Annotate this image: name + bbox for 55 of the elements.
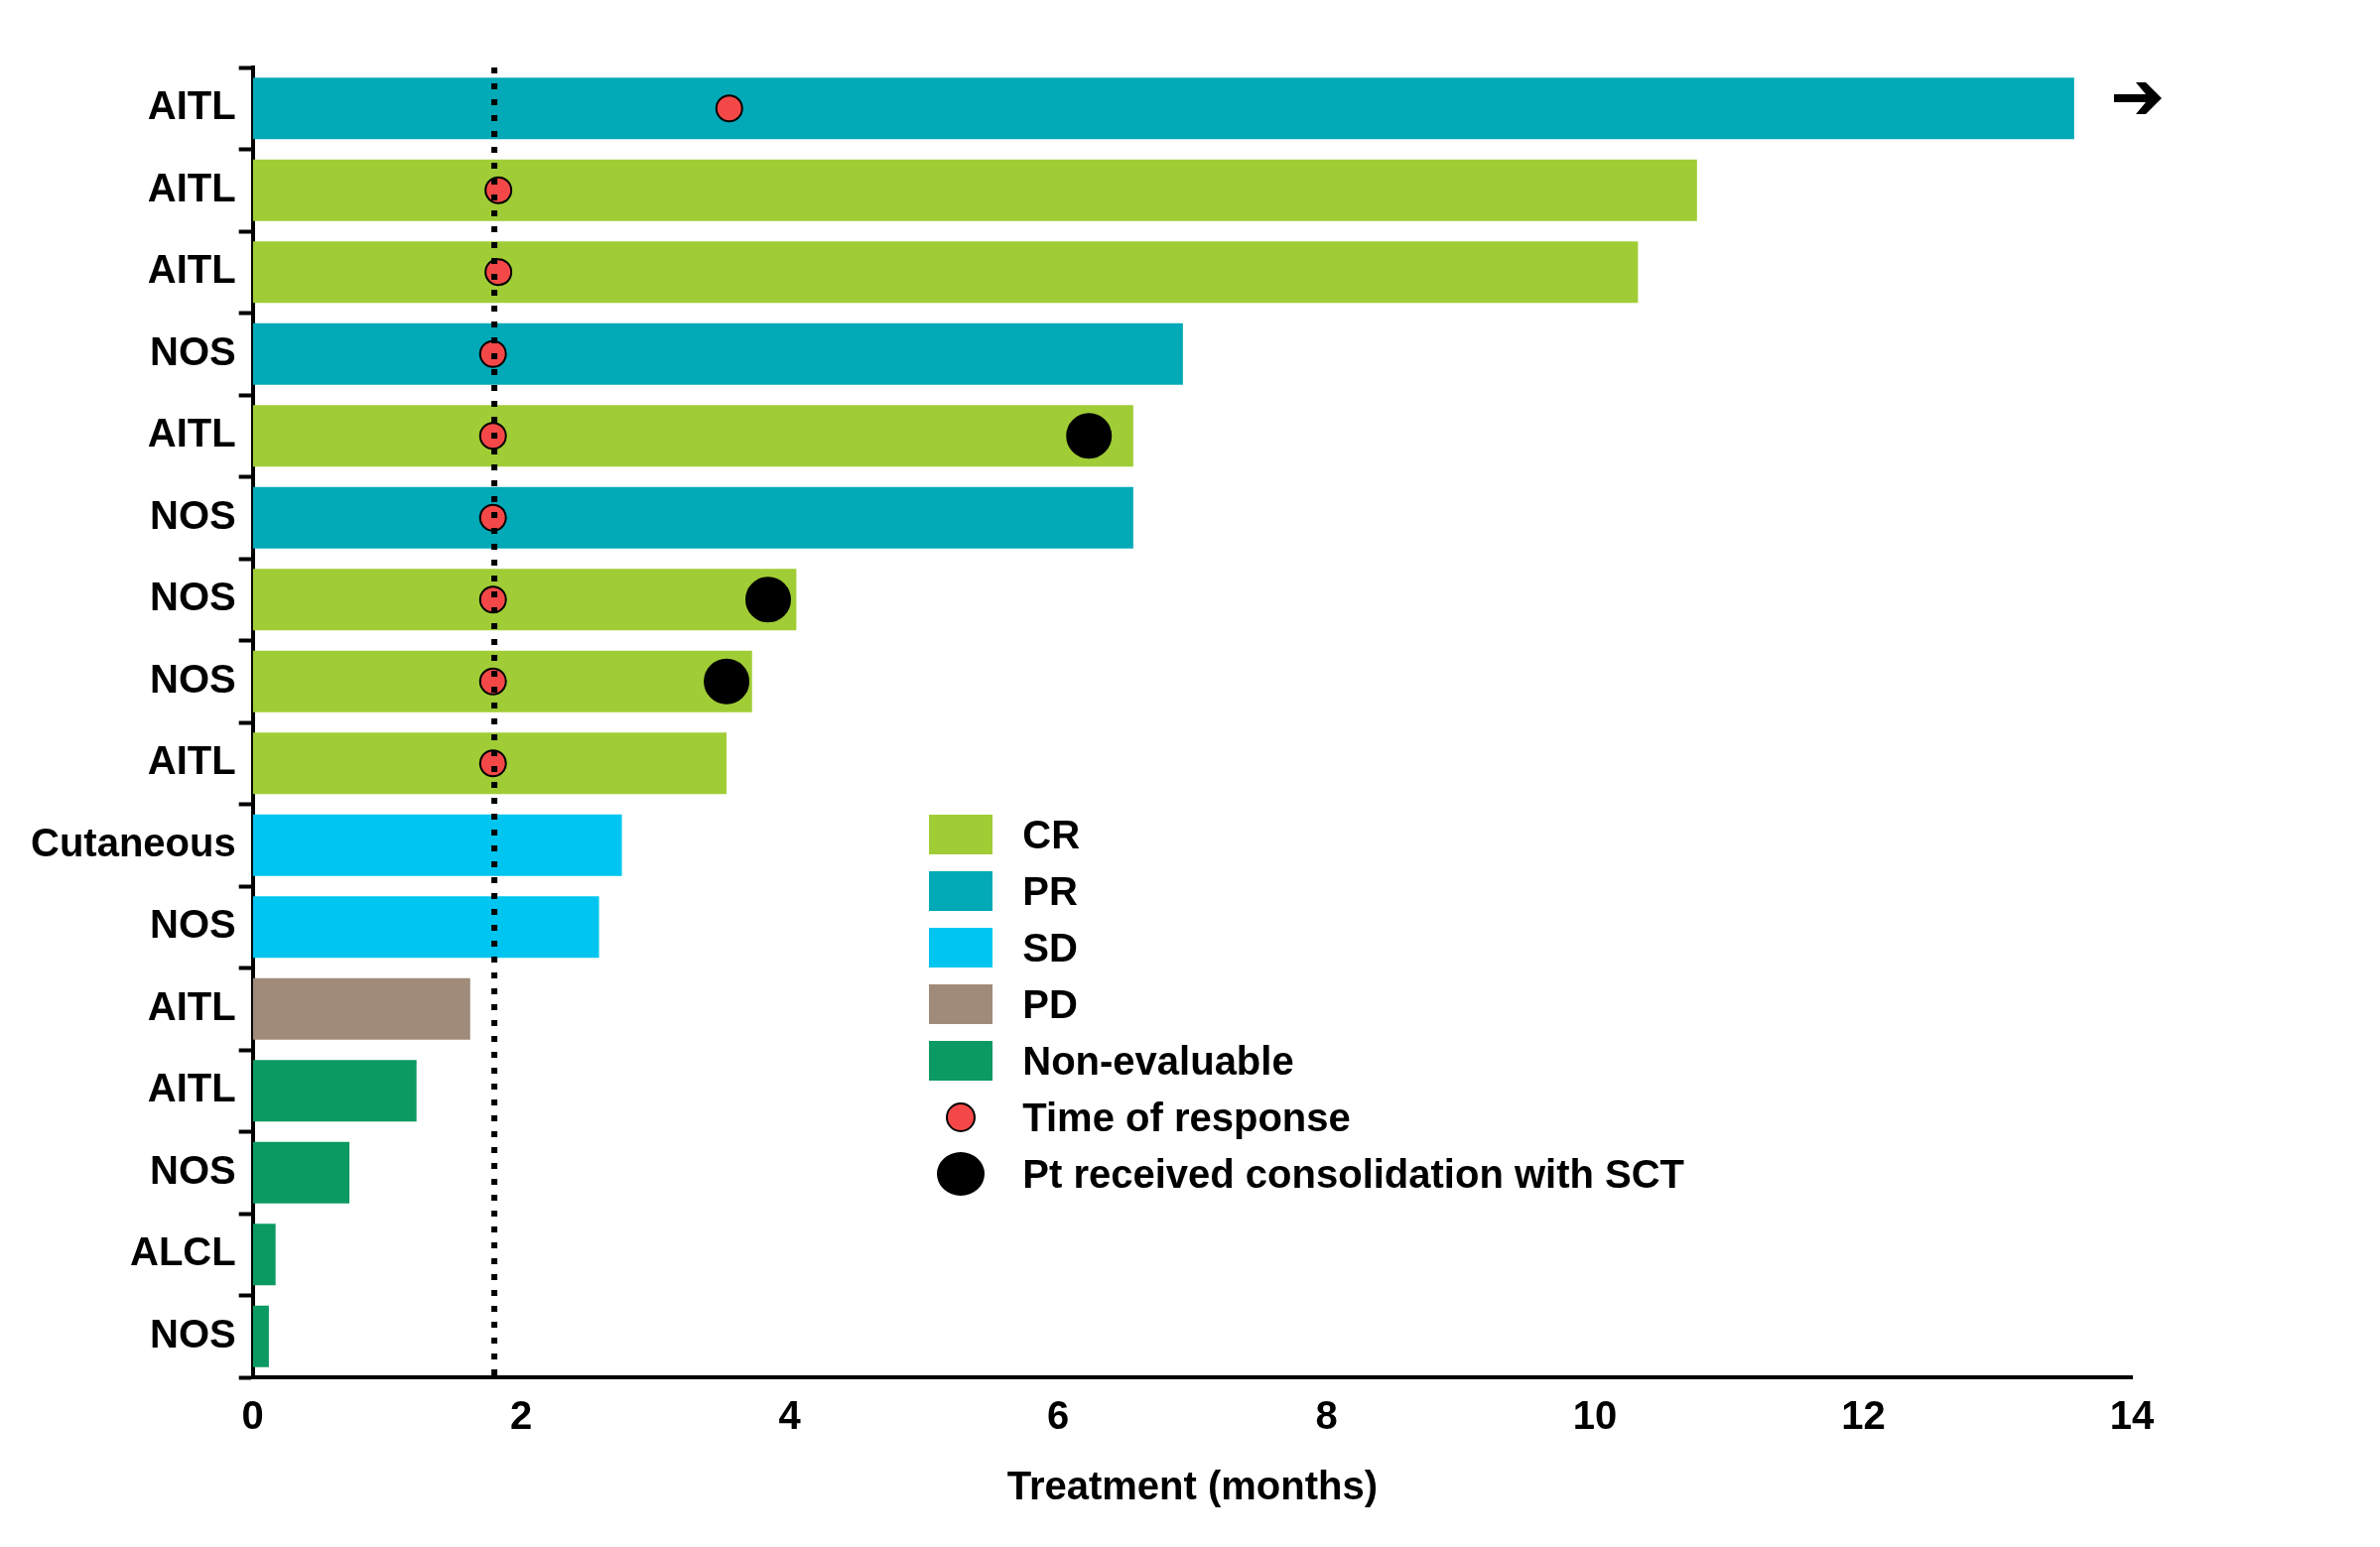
legend-label: Pt received consolidation with SCT <box>1022 1151 1685 1197</box>
bar <box>252 1141 350 1204</box>
y-tick-label: NOS <box>149 902 236 947</box>
y-tick-label: NOS <box>149 1311 236 1355</box>
x-tick-label: 14 <box>2109 1393 2155 1438</box>
x-tick-label: 2 <box>510 1393 533 1438</box>
legend-label: PD <box>1022 981 1078 1027</box>
point <box>1066 413 1113 459</box>
x-tick-label: 6 <box>1046 1393 1070 1438</box>
bar <box>252 77 2074 140</box>
bar <box>252 241 1639 304</box>
x-tick-label: 4 <box>778 1393 802 1438</box>
x-tick-label: 12 <box>1841 1393 1886 1438</box>
legend-label: Non-evaluable <box>1022 1038 1294 1084</box>
bar <box>252 405 1133 467</box>
bar <box>252 1060 417 1122</box>
y-tick-label: AITL <box>147 411 236 455</box>
y-tick-label: ALCL <box>130 1229 236 1274</box>
bar <box>252 159 1697 221</box>
y-tick-label: AITL <box>147 983 236 1028</box>
point <box>744 577 791 623</box>
y-tick-label: NOS <box>149 656 236 701</box>
y-tick-label: NOS <box>149 492 236 537</box>
bar <box>252 732 727 795</box>
bar <box>252 1224 276 1286</box>
bar <box>252 650 752 712</box>
legend-label: Time of response <box>1022 1095 1351 1140</box>
bar <box>252 896 599 959</box>
bar <box>252 569 797 631</box>
bar <box>252 814 622 876</box>
x-axis-title: Treatment (months) <box>1006 1464 1379 1508</box>
x-tick-label: 10 <box>1572 1393 1618 1438</box>
bar <box>252 977 470 1040</box>
y-tick-label: Cutaneous <box>30 820 236 864</box>
y-tick-label: AITL <box>147 83 236 128</box>
x-tick-label: 8 <box>1315 1393 1338 1438</box>
y-tick-label: NOS <box>149 1147 236 1192</box>
bar <box>252 486 1133 549</box>
point <box>715 94 743 123</box>
y-tick-label: AITL <box>147 247 236 292</box>
y-tick-label: NOS <box>149 328 236 373</box>
point <box>478 503 507 532</box>
legend-label: PR <box>1022 868 1078 914</box>
y-tick-label: AITL <box>147 1066 236 1110</box>
legend-label: CR <box>1022 812 1081 857</box>
point <box>478 339 507 368</box>
legend-label: SD <box>1022 925 1078 970</box>
x-tick-label: 0 <box>241 1393 264 1438</box>
y-tick-label: AITL <box>147 165 236 209</box>
y-tick-label: AITL <box>147 738 236 783</box>
bar <box>252 322 1183 385</box>
point <box>704 658 750 705</box>
point <box>478 422 507 451</box>
y-tick-label: NOS <box>149 575 236 619</box>
bar <box>252 1305 269 1367</box>
